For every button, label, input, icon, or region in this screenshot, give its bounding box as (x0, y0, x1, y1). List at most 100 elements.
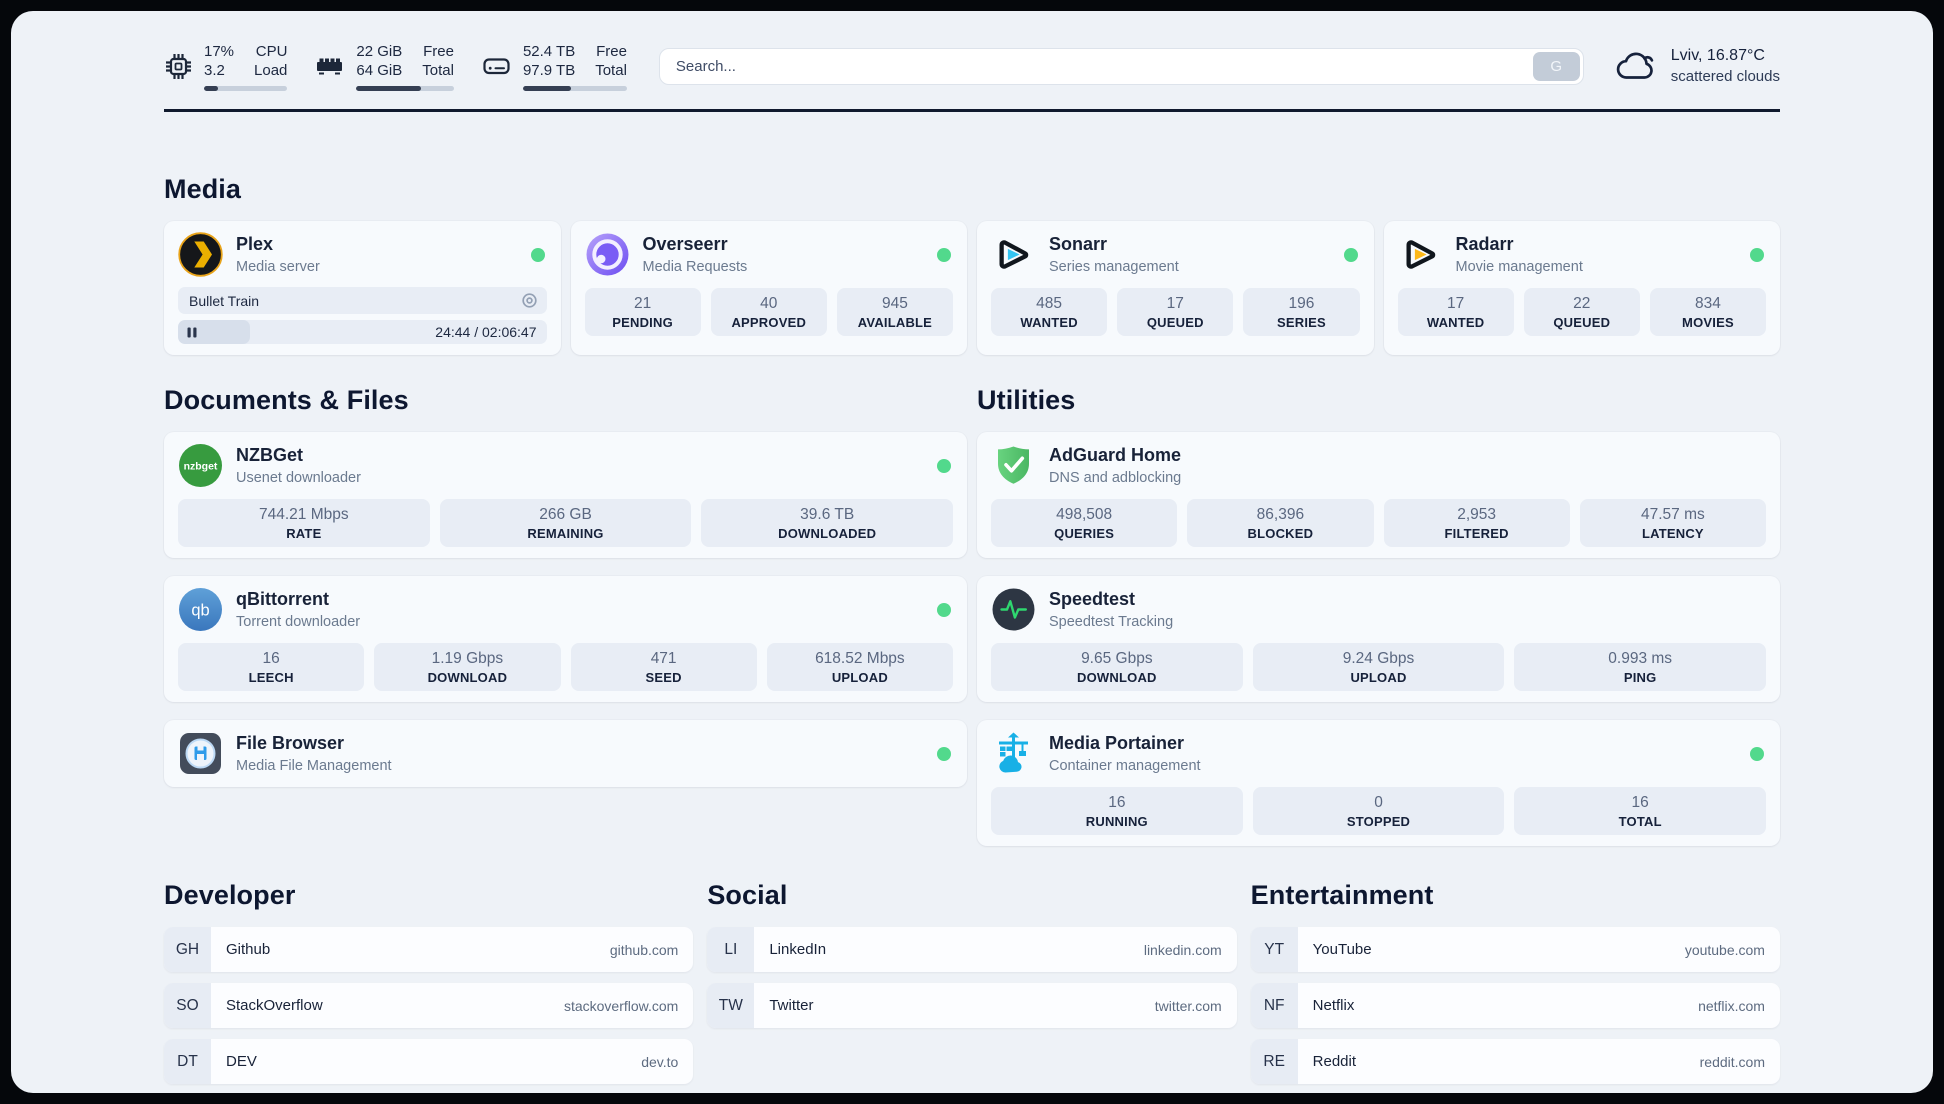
overseerr-subtitle: Media Requests (642, 258, 748, 275)
filebrowser-subtitle: Media File Management (236, 757, 392, 774)
bookmark-netflix[interactable]: NF Netflix netflix.com (1250, 983, 1780, 1028)
ram-icon (314, 52, 345, 80)
radarr-title: Radarr (1455, 234, 1514, 255)
stat-downloaded: 39.6 TB DOWNLOADED (701, 499, 954, 547)
bookmark-reddit[interactable]: RE Reddit reddit.com (1250, 1039, 1780, 1084)
overseerr-titles: Overseerr Media Requests (643, 234, 925, 275)
status-dot-online (530, 247, 545, 262)
disk-total-value: 97.9 TB (522, 62, 576, 79)
memory-labels: Free Total (422, 42, 454, 81)
memory-free-label: Free (423, 42, 454, 60)
section-title-documents: Documents & Files (164, 385, 409, 415)
disk-stat-body: 52.4 TB 97.9 TB Free Total (522, 42, 627, 91)
bookmark-url: youtube.com (1684, 941, 1765, 958)
bookmark-dev[interactable]: DT DEV dev.to (164, 1039, 694, 1084)
card-portainer[interactable]: Media Portainer Container management 16 … (977, 720, 1780, 846)
stat-available: 945 AVAILABLE (836, 288, 954, 336)
bookmark-url: github.com (609, 941, 679, 958)
stat-ping: 0.993 ms PING (1514, 643, 1767, 691)
disk-free-label: Free (596, 42, 627, 60)
cpu-stat-body: 17% 3.2 CPU Load (204, 42, 288, 91)
disk-widget: 52.4 TB 97.9 TB Free Total (481, 42, 627, 91)
adguard-titles: AdGuard Home DNS and adblocking (1049, 445, 1766, 486)
search-input[interactable] (658, 47, 1584, 85)
card-adguard[interactable]: AdGuard Home DNS and adblocking 498,508 … (977, 432, 1780, 558)
bookmark-url: reddit.com (1699, 1053, 1765, 1070)
status-dot-online (937, 458, 951, 473)
stat-stopped: 0 STOPPED (1252, 787, 1505, 835)
bookmark-group-title: Entertainment (1250, 880, 1434, 910)
bookmark-group-social: Social LI LinkedIn linkedin.com TW Twitt… (707, 880, 1237, 1028)
qbittorrent-stats: 16 LEECH 1.19 Gbps DOWNLOAD 471 SEED 618… (178, 643, 953, 691)
session-target-icon[interactable] (521, 292, 538, 309)
portainer-stats: 16 RUNNING 0 STOPPED 16 TOTAL (991, 787, 1767, 835)
radarr-stats: 17 WANTED 22 QUEUED 834 MOVIES (1397, 288, 1767, 336)
disk-icon (481, 52, 512, 80)
bookmark-name: YouTube (1312, 941, 1372, 958)
disk-free-value: 52.4 TB (522, 42, 576, 60)
speedtest-stats: 9.65 Gbps DOWNLOAD 9.24 Gbps UPLOAD 0.99… (991, 643, 1767, 691)
memory-total-label: Total (422, 62, 454, 79)
card-overseerr[interactable]: Overseerr Media Requests 21 PENDING 40 A… (570, 221, 967, 355)
search-bar: G (658, 47, 1584, 85)
stat-rate: 744.21 Mbps RATE (178, 499, 430, 547)
stat-latency: 47.57 ms LATENCY (1579, 499, 1766, 547)
plex-title: Plex (236, 234, 274, 255)
sonarr-stats: 485 WANTED 17 QUEUED 196 SERIES (991, 288, 1360, 336)
card-filebrowser[interactable]: File Browser Media File Management (164, 720, 967, 787)
bookmark-github[interactable]: GH Github github.com (164, 927, 694, 972)
bookmark-youtube[interactable]: YT YouTube youtube.com (1250, 927, 1780, 972)
disk-progress-bar (522, 85, 627, 91)
bookmark-abbr: YT (1250, 927, 1298, 972)
status-dot-online (937, 746, 951, 761)
stat-filtered: 2,953 FILTERED (1383, 499, 1570, 547)
search-engine-button[interactable]: G (1532, 51, 1580, 81)
bookmark-url: dev.to (641, 1053, 679, 1070)
svg-text:qb: qb (191, 602, 209, 620)
sonarr-subtitle: Series management (1049, 258, 1179, 275)
bookmark-name: Reddit (1312, 1053, 1357, 1070)
radarr-subtitle: Movie management (1455, 258, 1583, 275)
stat-approved: 40 APPROVED (710, 288, 827, 336)
card-plex[interactable]: Plex Media server Bullet Train (164, 221, 561, 355)
bookmark-name: StackOverflow (226, 997, 323, 1014)
bookmark-name: Github (226, 941, 271, 958)
bookmark-abbr: NF (1250, 983, 1298, 1028)
memory-total-value: 64 GiB (356, 62, 403, 79)
qbittorrent-icon: qb (178, 587, 223, 632)
card-nzbget[interactable]: nzbget NZBGet Usenet downloader 744.21 M… (164, 432, 967, 558)
portainer-title: Media Portainer (1049, 733, 1185, 754)
nzbget-titles: NZBGet Usenet downloader (236, 445, 924, 486)
system-stats: 17% 3.2 CPU Load (164, 42, 627, 91)
bookmark-linkedin[interactable]: LI LinkedIn linkedin.com (707, 927, 1237, 972)
card-sonarr[interactable]: Sonarr Series management 485 WANTED 17 Q… (977, 221, 1374, 355)
bookmark-stackoverflow[interactable]: SO StackOverflow stackoverflow.com (164, 983, 694, 1028)
cpu-icon (164, 52, 193, 81)
plex-progress-bar: 24:44 / 02:06:47 (178, 320, 547, 344)
bookmark-url: twitter.com (1154, 997, 1222, 1014)
bookmark-name: DEV (226, 1053, 257, 1070)
card-speedtest[interactable]: Speedtest Speedtest Tracking 9.65 Gbps D… (977, 576, 1780, 702)
stat-remaining: 266 GB REMAINING (439, 499, 692, 547)
stat-leech: 16 LEECH (178, 643, 365, 691)
weather-widget[interactable]: Lviv, 16.87°C scattered clouds (1614, 45, 1780, 87)
section-utilities: Utilities (977, 385, 1780, 846)
nzbget-title: NZBGet (236, 445, 303, 466)
nzbget-icon: nzbget (178, 443, 223, 488)
topbar: 17% 3.2 CPU Load (164, 39, 1780, 93)
card-qbittorrent[interactable]: qb qBittorrent Torrent downloader 16 (164, 576, 967, 702)
cpu-progress-bar (204, 85, 288, 91)
cpu-percent: 17% (204, 42, 235, 60)
stat-upload: 9.24 Gbps UPLOAD (1252, 643, 1505, 691)
speedtest-titles: Speedtest Speedtest Tracking (1049, 589, 1766, 630)
radarr-icon (1398, 232, 1443, 277)
cpu-widget: 17% 3.2 CPU Load (164, 42, 288, 91)
sonarr-titles: Sonarr Series management (1049, 234, 1331, 275)
bookmark-abbr: GH (164, 927, 211, 972)
media-grid: Plex Media server Bullet Train (164, 221, 1780, 355)
card-radarr[interactable]: Radarr Movie management 17 WANTED 22 QUE… (1383, 221, 1780, 355)
memory-progress-bar (356, 85, 454, 91)
filebrowser-icon (178, 731, 223, 776)
stat-wanted: 17 WANTED (1397, 288, 1514, 336)
bookmark-twitter[interactable]: TW Twitter twitter.com (707, 983, 1237, 1028)
